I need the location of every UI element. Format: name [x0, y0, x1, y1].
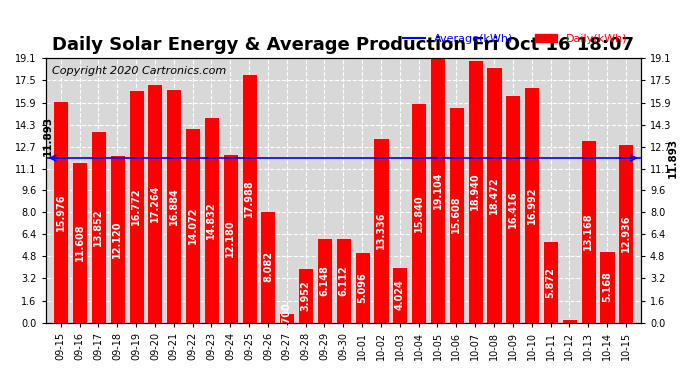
Text: 17.264: 17.264 [150, 184, 160, 222]
Bar [279, 313, 295, 323]
Text: 6.112: 6.112 [338, 265, 348, 296]
Title: Daily Solar Energy & Average Production Fri Oct 16 18:07: Daily Solar Energy & Average Production … [52, 36, 634, 54]
Bar [468, 60, 483, 323]
Text: 12.936: 12.936 [621, 214, 631, 252]
Bar [486, 67, 502, 323]
Text: 18.472: 18.472 [489, 176, 499, 214]
Text: 13.168: 13.168 [583, 213, 593, 250]
Bar [393, 267, 407, 323]
Bar [336, 238, 351, 323]
Text: 16.884: 16.884 [169, 187, 179, 225]
Text: 14.832: 14.832 [206, 201, 217, 239]
Bar [223, 154, 238, 323]
Text: 11.893: 11.893 [668, 138, 678, 178]
Text: 11.608: 11.608 [75, 224, 85, 261]
Bar [505, 95, 520, 323]
Text: 11.893: 11.893 [43, 116, 52, 156]
Bar [72, 162, 87, 323]
Text: 13.852: 13.852 [93, 208, 104, 246]
Bar [448, 106, 464, 323]
Bar [91, 131, 106, 323]
Bar [260, 211, 275, 323]
Text: 16.772: 16.772 [131, 188, 141, 225]
Bar [166, 89, 181, 323]
Bar [373, 138, 388, 323]
Bar [543, 242, 558, 323]
Text: 17.988: 17.988 [244, 179, 254, 217]
Text: 16.416: 16.416 [508, 190, 518, 228]
Bar [148, 84, 162, 323]
Bar [241, 74, 257, 323]
Text: 15.840: 15.840 [413, 194, 424, 232]
Text: 5.872: 5.872 [546, 267, 555, 297]
Text: 19.104: 19.104 [433, 172, 442, 209]
Bar [581, 140, 595, 323]
Bar [185, 128, 200, 323]
Bar [128, 90, 144, 323]
Bar [600, 251, 615, 323]
Text: 8.082: 8.082 [263, 251, 273, 282]
Bar [204, 117, 219, 323]
Bar [618, 144, 633, 323]
Bar [562, 320, 577, 323]
Text: 14.072: 14.072 [188, 207, 197, 244]
Text: 13.336: 13.336 [376, 211, 386, 249]
Bar [430, 58, 445, 323]
Text: 0.700: 0.700 [282, 303, 292, 333]
Text: 5.096: 5.096 [357, 272, 367, 303]
Bar [524, 87, 539, 323]
Text: 5.168: 5.168 [602, 272, 612, 302]
Text: 16.992: 16.992 [526, 186, 537, 224]
Legend: Average(kWh), Daily(kWh): Average(kWh), Daily(kWh) [398, 29, 633, 48]
Text: 15.976: 15.976 [56, 194, 66, 231]
Bar [355, 252, 370, 323]
Bar [411, 104, 426, 323]
Bar [317, 238, 332, 323]
Text: 18.940: 18.940 [470, 173, 480, 210]
Bar [53, 102, 68, 323]
Text: Copyright 2020 Cartronics.com: Copyright 2020 Cartronics.com [52, 66, 226, 76]
Text: 12.180: 12.180 [225, 220, 235, 257]
Bar [298, 268, 313, 323]
Text: 15.608: 15.608 [451, 196, 462, 234]
Text: 3.952: 3.952 [301, 280, 310, 311]
Bar [110, 155, 125, 323]
Text: 12.120: 12.120 [112, 220, 122, 258]
Text: 6.148: 6.148 [319, 265, 329, 296]
Text: 4.024: 4.024 [395, 279, 405, 310]
